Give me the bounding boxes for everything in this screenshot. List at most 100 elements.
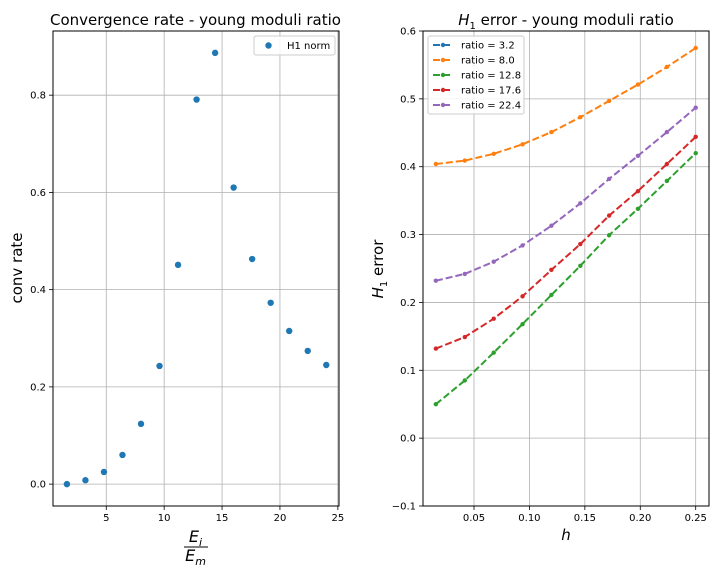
right-data-point: [664, 178, 670, 184]
right-data-point: [520, 243, 525, 248]
left-data-point: [63, 480, 71, 488]
left-x-tick-label: 15: [216, 513, 229, 524]
right-legend-box: [427, 35, 525, 115]
right-legend-marker: [440, 57, 446, 63]
left-data-point: [267, 299, 274, 306]
right-legend-marker: [440, 42, 446, 48]
left-data-point: [323, 361, 330, 369]
right-y-tick-label: −0.1: [392, 502, 416, 513]
right-x-tick-label: 0.15: [574, 513, 596, 524]
left-y-tick-label: 0.4: [30, 285, 46, 296]
left-x-axis-label: Ei Em: [184, 527, 208, 568]
left-data-point: [100, 468, 108, 476]
right-x-tick-label: 0.20: [629, 513, 651, 524]
right-data-point: [693, 105, 698, 110]
right-data-point: [578, 241, 583, 247]
right-series-line: [435, 47, 697, 165]
right-data-point: [693, 150, 698, 156]
right-data-point: [606, 233, 612, 238]
right-x-tick-label: 0.10: [518, 513, 540, 524]
right-data-point: [693, 45, 698, 51]
right-legend-label: ratio = 3.2: [461, 41, 515, 52]
right-legend-marker: [440, 72, 446, 78]
right-legend-marker: [440, 87, 446, 93]
right-legend-label: ratio = 22.4: [461, 101, 521, 112]
left-ticks: 5 10 15 20 25 0.0 0.2 0.4 0.6 0.8: [30, 91, 344, 524]
right-data-point: [462, 334, 467, 340]
right-data-point: [606, 213, 612, 218]
right-chart-title: H1 error - young moduli ratio: [458, 11, 674, 32]
left-data-point: [119, 451, 126, 459]
left-data-point: [174, 261, 182, 269]
right-data-point: [635, 188, 641, 194]
right-x-axis-label: h: [561, 526, 571, 544]
right-data-point: [433, 161, 439, 167]
left-legend-box: [253, 35, 336, 56]
left-x-label-denominator: Em: [185, 546, 206, 568]
left-x-tick-label: 25: [331, 513, 344, 524]
right-data-point: [433, 402, 439, 407]
right-legend-label: ratio = 12.8: [461, 71, 521, 82]
right-data-point: [578, 201, 583, 206]
right-data-point: [549, 129, 554, 135]
right-data-point: [462, 158, 467, 163]
right-y-tick-label: 0.3: [400, 230, 416, 241]
right-legend: ratio = 3.2 ratio = 8.0 ratio = 12.8 ratio …: [427, 35, 525, 115]
right-y-tick-label: 0.1: [400, 366, 416, 377]
left-y-tick-label: 0.2: [30, 382, 46, 393]
left-plot-frame: [52, 30, 340, 507]
right-data-point: [549, 223, 554, 228]
right-data-point: [635, 153, 641, 159]
right-data-point: [491, 316, 496, 321]
right-data-point: [578, 114, 583, 120]
left-marks: [63, 49, 330, 488]
right-legend-marker: [440, 102, 446, 108]
right-data-point: [664, 161, 670, 167]
left-legend: H1 norm: [253, 35, 336, 56]
right-series-line: [435, 136, 697, 350]
left-chart: Convergence rate - young moduli ratio 5 1…: [8, 11, 344, 568]
left-chart-title: Convergence rate - young moduli ratio: [50, 11, 341, 29]
right-data-point: [433, 346, 439, 351]
left-legend-label: H1 norm: [287, 41, 330, 52]
right-y-tick-label: 0.0: [400, 434, 416, 445]
left-y-tick-label: 0.6: [30, 188, 46, 199]
left-x-tick-label: 20: [274, 513, 287, 524]
left-data-point: [248, 255, 256, 263]
right-data-point: [462, 378, 467, 383]
right-x-tick-label: 0.25: [685, 513, 707, 524]
right-data-point: [635, 82, 641, 87]
right-data-point: [606, 98, 612, 104]
right-marks: [433, 45, 698, 407]
left-data-point: [193, 96, 200, 103]
right-data-point: [433, 278, 439, 283]
right-data-point: [491, 259, 496, 264]
right-data-point: [606, 176, 612, 182]
right-chart: H1 error - young moduli ratio 0.05 0.10 0.…: [369, 11, 710, 544]
right-data-point: [578, 263, 583, 268]
right-data-point: [520, 294, 525, 299]
right-data-point: [491, 350, 496, 355]
right-series-line: [435, 152, 697, 405]
right-y-tick-label: 0.2: [400, 298, 416, 309]
left-y-axis-label: conv rate: [8, 232, 26, 303]
right-legend-label: ratio = 8.0: [461, 56, 515, 67]
left-x-tick-label: 10: [158, 513, 171, 524]
left-data-point: [82, 477, 89, 484]
left-data-point: [156, 362, 163, 370]
right-data-point: [462, 271, 467, 277]
right-y-tick-label: 0.6: [400, 27, 416, 38]
right-data-point: [635, 206, 641, 211]
left-data-point: [286, 327, 293, 335]
right-data-point: [549, 292, 554, 298]
left-y-tick-label: 0.0: [30, 480, 46, 491]
right-y-tick-label: 0.5: [400, 94, 416, 105]
right-data-point: [520, 142, 525, 147]
right-y-tick-label: 0.4: [400, 162, 416, 173]
left-x-label-numerator: Ei: [189, 527, 202, 549]
right-x-tick-label: 0.05: [463, 513, 485, 524]
right-data-point: [693, 134, 698, 140]
right-series-line: [435, 106, 697, 282]
right-data-point: [491, 151, 496, 157]
